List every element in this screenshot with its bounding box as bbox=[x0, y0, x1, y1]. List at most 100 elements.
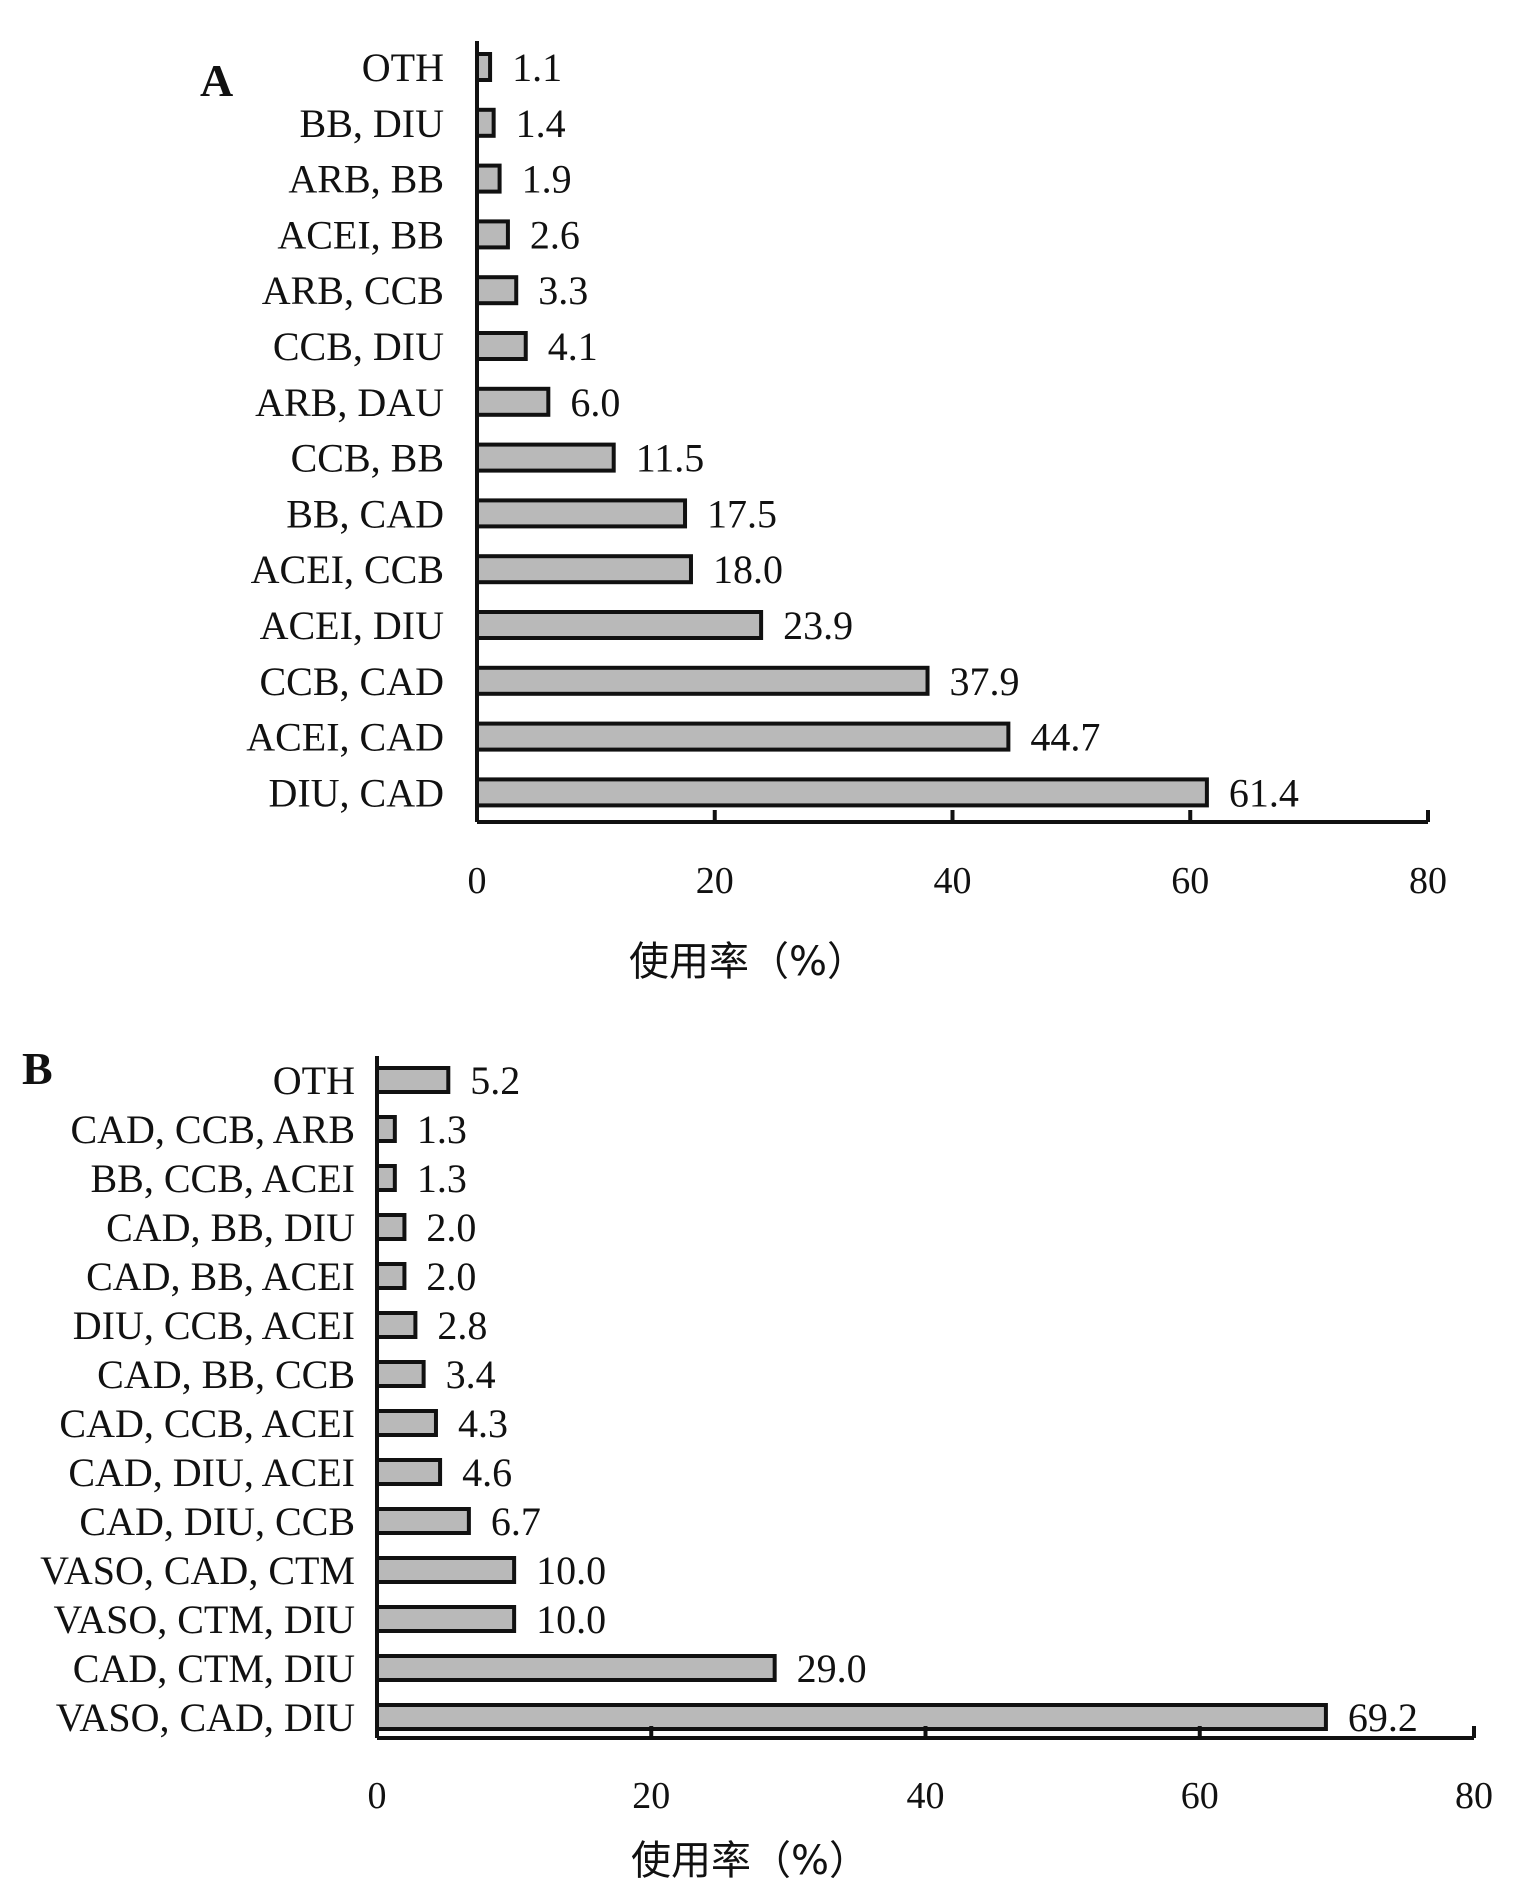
category-label: DIU, CCB, ACEI bbox=[73, 1303, 355, 1348]
bar bbox=[475, 386, 551, 417]
value-label: 1.1 bbox=[512, 45, 562, 90]
category-label: CCB, CAD bbox=[260, 659, 445, 704]
bar bbox=[375, 1409, 438, 1437]
value-label: 4.1 bbox=[548, 324, 598, 369]
bar bbox=[375, 1213, 407, 1241]
value-label: 29.0 bbox=[797, 1646, 867, 1691]
category-label: CCB, DIU bbox=[273, 324, 444, 369]
value-label: 69.2 bbox=[1348, 1695, 1418, 1740]
value-label: 10.0 bbox=[536, 1597, 606, 1642]
panel-label: A bbox=[200, 55, 233, 106]
value-label: 44.7 bbox=[1030, 715, 1100, 760]
x-tick-label: 20 bbox=[696, 860, 734, 902]
value-label: 1.3 bbox=[417, 1107, 467, 1152]
bar bbox=[475, 721, 1011, 752]
value-label: 23.9 bbox=[783, 603, 853, 648]
bar bbox=[375, 1556, 517, 1584]
category-label: VASO, CAD, CTM bbox=[40, 1548, 355, 1593]
bar bbox=[475, 777, 1209, 808]
bar bbox=[375, 1066, 451, 1094]
value-label: 2.0 bbox=[426, 1205, 476, 1250]
category-label: ARB, CCB bbox=[262, 268, 444, 313]
bar bbox=[475, 665, 930, 696]
bar bbox=[475, 442, 616, 473]
value-label: 1.9 bbox=[522, 157, 572, 202]
category-label: DIU, CAD bbox=[268, 770, 444, 815]
bar bbox=[375, 1458, 443, 1486]
value-label: 6.7 bbox=[491, 1499, 541, 1544]
x-axis-title: 使用率（%） bbox=[629, 939, 867, 985]
bar bbox=[475, 498, 688, 529]
bar bbox=[375, 1115, 397, 1143]
category-label: VASO, CAD, DIU bbox=[56, 1695, 355, 1740]
bar bbox=[475, 554, 693, 585]
category-label: ACEI, DIU bbox=[260, 603, 445, 648]
x-tick-label: 40 bbox=[934, 860, 972, 902]
value-label: 6.0 bbox=[570, 380, 620, 425]
value-label: 3.4 bbox=[446, 1352, 496, 1397]
bar bbox=[375, 1360, 426, 1388]
value-label: 17.5 bbox=[707, 491, 777, 536]
category-label: CAD, BB, ACEI bbox=[86, 1254, 355, 1299]
category-label: CAD, CCB, ACEI bbox=[59, 1401, 355, 1446]
value-label: 1.3 bbox=[417, 1156, 467, 1201]
category-label: CCB, BB bbox=[291, 436, 444, 481]
value-label: 3.3 bbox=[538, 268, 588, 313]
x-tick-label: 80 bbox=[1409, 860, 1447, 902]
value-label: 2.0 bbox=[426, 1254, 476, 1299]
x-tick-label: 60 bbox=[1171, 860, 1209, 902]
bar bbox=[375, 1605, 517, 1633]
bar bbox=[475, 107, 496, 138]
category-label: ARB, DAU bbox=[255, 380, 444, 425]
value-label: 5.2 bbox=[470, 1058, 520, 1103]
category-label: BB, CCB, ACEI bbox=[90, 1156, 355, 1201]
panel-b: B OTH 5.2 CAD, CCB, ARB 1.3 BB, CCB, ACEI 1.3 C… bbox=[22, 1043, 1493, 1884]
category-label: CAD, DIU, ACEI bbox=[68, 1450, 355, 1495]
bar bbox=[475, 219, 510, 250]
x-tick-label: 60 bbox=[1181, 1775, 1219, 1817]
value-label: 4.3 bbox=[458, 1401, 508, 1446]
category-label: ARB, BB bbox=[288, 157, 444, 202]
category-label: ACEI, BB bbox=[277, 212, 444, 257]
bar bbox=[375, 1262, 407, 1290]
category-label: CAD, BB, CCB bbox=[97, 1352, 355, 1397]
bar bbox=[475, 610, 764, 640]
value-label: 4.6 bbox=[462, 1450, 512, 1495]
category-label: BB, CAD bbox=[286, 491, 444, 536]
bar bbox=[475, 331, 528, 361]
category-label: CAD, BB, DIU bbox=[106, 1205, 355, 1250]
value-label: 11.5 bbox=[636, 436, 705, 481]
category-label: ACEI, CCB bbox=[251, 547, 444, 592]
x-tick-label: 20 bbox=[632, 1775, 670, 1817]
value-label: 61.4 bbox=[1229, 770, 1299, 815]
bar bbox=[375, 1654, 777, 1682]
bar bbox=[375, 1507, 471, 1535]
category-label: CAD, CCB, ARB bbox=[70, 1107, 355, 1152]
value-label: 2.8 bbox=[437, 1303, 487, 1348]
bar bbox=[475, 163, 502, 194]
panel-a: A OTH 1.1 BB, DIU 1.4 ARB, BB 1.9 ACEI, BB 2.6 AR… bbox=[200, 41, 1447, 985]
x-tick-label: 40 bbox=[907, 1775, 945, 1817]
category-label: CAD, CTM, DIU bbox=[73, 1646, 355, 1691]
panel-label: B bbox=[22, 1043, 53, 1094]
x-tick-label: 0 bbox=[468, 860, 487, 902]
value-label: 37.9 bbox=[950, 659, 1020, 704]
value-label: 18.0 bbox=[713, 547, 783, 592]
x-tick-label: 0 bbox=[368, 1775, 387, 1817]
value-label: 2.6 bbox=[530, 212, 580, 257]
category-label: OTH bbox=[273, 1058, 355, 1103]
value-label: 1.4 bbox=[516, 101, 566, 146]
category-label: CAD, DIU, CCB bbox=[79, 1499, 355, 1544]
bar bbox=[375, 1703, 1328, 1731]
bar bbox=[375, 1164, 397, 1192]
bar bbox=[375, 1311, 418, 1339]
x-tick-label: 80 bbox=[1455, 1775, 1493, 1817]
category-label: BB, DIU bbox=[300, 101, 445, 146]
category-label: OTH bbox=[362, 45, 444, 90]
bar bbox=[475, 275, 519, 306]
value-label: 10.0 bbox=[536, 1548, 606, 1593]
x-axis-title: 使用率（%） bbox=[631, 1838, 869, 1884]
category-label: VASO, CTM, DIU bbox=[53, 1597, 355, 1642]
category-label: ACEI, CAD bbox=[246, 715, 444, 760]
